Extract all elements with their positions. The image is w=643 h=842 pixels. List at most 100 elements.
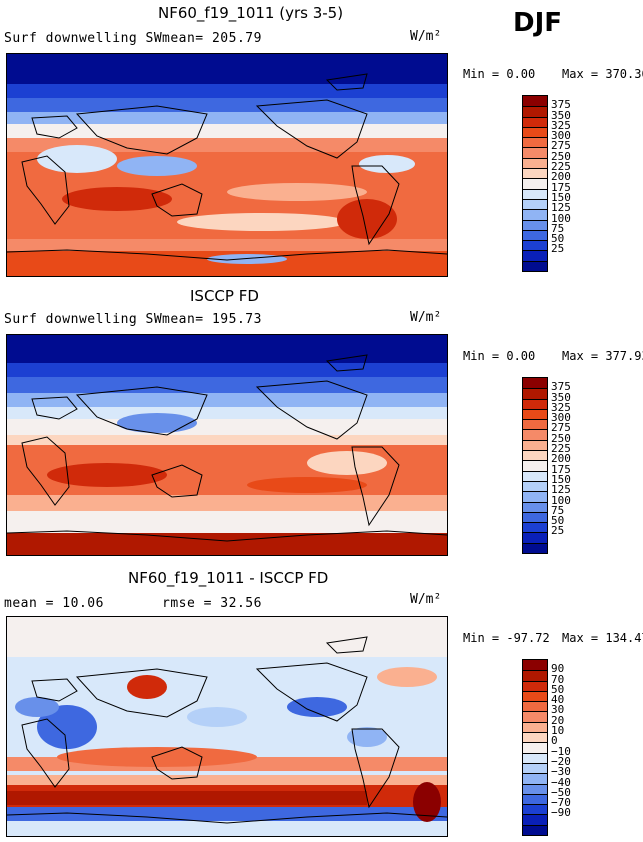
panel3-title: NF60_f19_1011 - ISCCP FD: [128, 569, 329, 587]
panel1-map-field: [7, 54, 447, 276]
colorbar-swatch: [523, 522, 547, 533]
colorbar-swatch: [523, 814, 547, 825]
panel2-variable-label: Surf downwelling SW: [4, 312, 163, 327]
panel2-map: [6, 334, 448, 556]
panel3-rmse: rmse = 32.56: [162, 596, 262, 611]
colorbar-swatch: [523, 824, 547, 835]
colorbar-swatch: [523, 501, 547, 512]
colorbar-tick-label: 40: [551, 693, 565, 707]
colorbar-swatch: [523, 783, 547, 794]
colorbar-tick-label: 125: [551, 483, 571, 497]
colorbar-swatch: [523, 260, 547, 271]
colorbar-swatch: [523, 491, 547, 502]
colorbar-swatch: [523, 178, 547, 189]
colorbar-tick-label: 325: [551, 118, 571, 132]
colorbar-tick-label: 0: [551, 734, 558, 748]
colorbar-swatch: [523, 742, 547, 753]
panel1-max: Max = 370.36: [562, 67, 643, 81]
panel3-colorbar: [522, 659, 548, 836]
colorbar-tick-label: 25: [551, 524, 565, 538]
colorbar-tick-label: 75: [551, 221, 565, 235]
colorbar-swatch: [523, 773, 547, 784]
colorbar-swatch: [523, 732, 547, 743]
colorbar-tick-label: −40: [551, 775, 571, 789]
colorbar-swatch: [523, 532, 547, 543]
colorbar-swatch: [523, 762, 547, 774]
colorbar-swatch: [523, 378, 547, 389]
colorbar-swatch: [523, 398, 547, 409]
colorbar-tick-label: 175: [551, 462, 571, 476]
colorbar-swatch: [523, 690, 547, 702]
colorbar-swatch: [523, 660, 547, 671]
colorbar-swatch: [523, 680, 547, 691]
colorbar-swatch: [523, 804, 547, 815]
panel2-title: ISCCP FD: [190, 287, 259, 305]
colorbar-tick-label: 300: [551, 411, 571, 425]
colorbar-swatch: [523, 198, 547, 210]
colorbar-tick-label: 70: [551, 672, 565, 686]
colorbar-swatch: [523, 793, 547, 805]
panel1-map: [6, 53, 448, 277]
colorbar-tick-label: −90: [551, 806, 571, 820]
panel3-map-field: [7, 617, 447, 836]
panel2-units: W/m²: [410, 310, 442, 325]
colorbar-swatch: [523, 470, 547, 481]
panel3-min: Min = -97.72: [463, 631, 550, 645]
colorbar-swatch: [523, 408, 547, 420]
colorbar-swatch: [523, 388, 547, 399]
colorbar-swatch: [523, 116, 547, 127]
colorbar-swatch: [523, 157, 547, 169]
colorbar-swatch: [523, 429, 547, 440]
colorbar-tick-label: 300: [551, 129, 571, 143]
season-label: DJF: [513, 8, 563, 38]
colorbar-swatch: [523, 542, 547, 553]
colorbar-swatch: [523, 701, 547, 712]
colorbar-tick-label: 350: [551, 390, 571, 404]
colorbar-swatch: [523, 250, 547, 261]
colorbar-swatch: [523, 147, 547, 158]
colorbar-tick-label: 225: [551, 442, 571, 456]
panel1-min: Min = 0.00: [463, 67, 536, 81]
panel2-colorbar: [522, 377, 548, 554]
panel2-mean: mean= 195.73: [162, 312, 262, 327]
colorbar-swatch: [523, 106, 547, 117]
colorbar-tick-label: 250: [551, 431, 571, 445]
panel1-title: NF60_f19_1011 (yrs 3-5): [158, 4, 344, 22]
colorbar-tick-label: 150: [551, 472, 571, 486]
panel1-mean: mean= 205.79: [162, 31, 262, 46]
panel1-variable-label: Surf downwelling SW: [4, 31, 163, 46]
colorbar-tick-label: 250: [551, 149, 571, 163]
colorbar-tick-label: −30: [551, 765, 571, 779]
colorbar-swatch: [523, 670, 547, 681]
colorbar-tick-label: 50: [551, 232, 565, 246]
colorbar-swatch: [523, 96, 547, 107]
colorbar-swatch: [523, 209, 547, 220]
colorbar-swatch: [523, 480, 547, 492]
colorbar-tick-label: −70: [551, 796, 571, 810]
panel3-colorbar-labels: 90 70 50 40 30 20 10 0 −10 −20 −30 −40 −50 −70 −90: [551, 659, 591, 834]
colorbar-swatch: [523, 219, 547, 230]
colorbar-swatch: [523, 460, 547, 471]
colorbar-tick-label: 275: [551, 421, 571, 435]
colorbar-tick-label: 90: [551, 662, 565, 676]
colorbar-tick-label: 10: [551, 724, 565, 738]
panel3-units: W/m²: [410, 592, 442, 607]
colorbar-tick-label: 75: [551, 503, 565, 517]
panel1-colorbar-labels: 375 350 325 300 275 250 225 200 175 150 125 100 75 50…: [551, 95, 591, 270]
colorbar-swatch: [523, 419, 547, 430]
colorbar-swatch: [523, 229, 547, 241]
colorbar-tick-label: 20: [551, 713, 565, 727]
colorbar-tick-label: −20: [551, 754, 571, 768]
colorbar-swatch: [523, 126, 547, 138]
panel2-min: Min = 0.00: [463, 349, 536, 363]
colorbar-tick-label: 375: [551, 98, 571, 112]
colorbar-swatch: [523, 188, 547, 199]
colorbar-swatch: [523, 752, 547, 763]
panel2-colorbar-labels: 375 350 325 300 275 250 225 200 175 150 125 100 75 50…: [551, 377, 591, 552]
colorbar-tick-label: 50: [551, 514, 565, 528]
panel3-map: [6, 616, 448, 837]
colorbar-tick-label: 175: [551, 180, 571, 194]
colorbar-swatch: [523, 439, 547, 451]
colorbar-tick-label: 225: [551, 160, 571, 174]
colorbar-swatch: [523, 168, 547, 179]
